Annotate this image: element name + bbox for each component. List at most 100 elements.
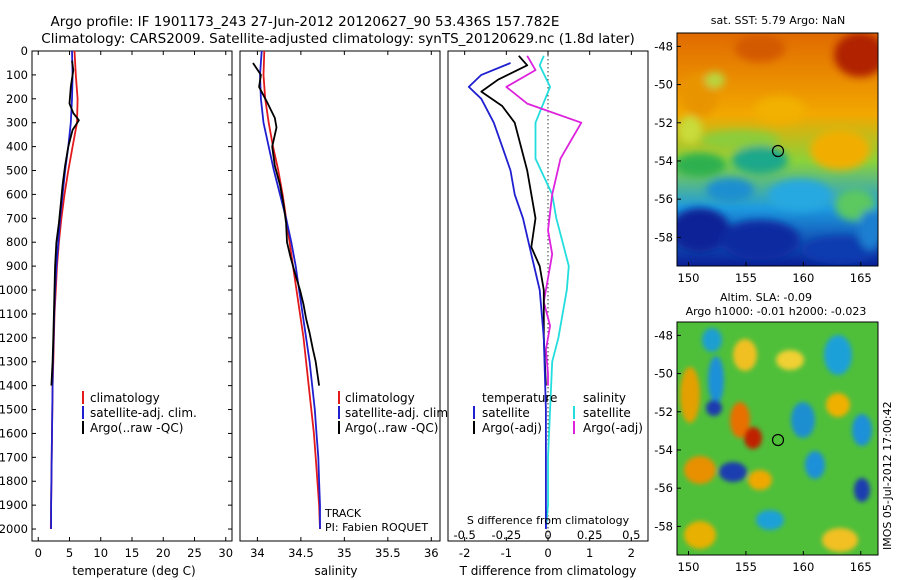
sst-lat-tick-label: -48 <box>654 39 673 53</box>
depth-tick-label: 400 <box>6 140 28 154</box>
sla-lat-tick-label: -52 <box>654 405 673 419</box>
difference-legend-salinity-satellite: satellite <box>583 406 631 420</box>
depth-tick-label: 1500 <box>0 403 28 417</box>
temperature-x-tick-label: 10 <box>93 546 108 560</box>
pi-annotation: PI: Fabien ROQUET <box>325 521 428 534</box>
depth-tick-label: 100 <box>6 68 28 82</box>
salinity-series-0 <box>262 50 321 530</box>
t-difference-x-tick-label: 0 <box>544 546 551 560</box>
sla-lat-tick-label: -50 <box>654 367 673 381</box>
sla-lon-tick-label: 160 <box>792 560 814 574</box>
difference-profiles <box>467 55 583 530</box>
salinity-legend-satellite: satellite-adj. clim. <box>345 406 452 420</box>
sst-map-frame <box>676 32 879 267</box>
s-difference-tick-label: 0.25 <box>577 528 603 542</box>
sst-lat-tick-label: -52 <box>654 116 673 130</box>
depth-tick-label: 200 <box>6 92 28 106</box>
difference-legend-temperature-argo: Argo(-adj) <box>482 421 542 435</box>
sst-lat-tick-label: -50 <box>654 78 673 92</box>
sla-map-axes: 150 155 160 165 -48 -50 -52 -54 -56 -58 <box>654 328 872 574</box>
sla-lat-tick-label: -56 <box>654 481 673 495</box>
s-difference-axis: -0.5 -0.25 0 0.25 0.5 <box>453 528 640 542</box>
depth-tick-label: 600 <box>6 187 28 201</box>
depth-tick-label: 1800 <box>0 474 28 488</box>
sst-lon-tick-label: 155 <box>735 271 757 285</box>
difference-series-3 <box>467 62 547 529</box>
depth-tick-label: 1200 <box>0 331 28 345</box>
salinity-panel: 34 34.5 35 35.5 36 salinity climatology sate… <box>239 50 452 578</box>
temperature-series-2 <box>50 60 80 386</box>
temperature-plot-frame <box>31 50 233 542</box>
difference-legend: temperature satellite Argo(-adj) salinit… <box>473 391 643 435</box>
t-difference-x-axis-label: T difference from climatology <box>459 564 637 578</box>
salinity-x-tick-label: 35.5 <box>375 546 401 560</box>
sst-lat-tick-label: -58 <box>654 230 673 244</box>
imos-timestamp: IMOS 05-Jul-2012 17:00:42 <box>881 401 894 550</box>
salinity-x-tick-label: 36 <box>424 546 439 560</box>
figure-title-line1: Argo profile: IF 1901173_243 27-Jun-2012… <box>51 14 560 30</box>
difference-panel: -2 -1 0 1 2 -0.5 -0.25 0 0.25 0.5 S difference f… <box>447 50 649 578</box>
salinity-profiles <box>252 50 321 530</box>
sst-lat-tick-label: -54 <box>654 154 673 168</box>
salinity-x-axis: 34 34.5 35 35.5 36 <box>250 51 439 560</box>
sst-map-axes: 150 155 160 165 -48 -50 -52 -54 -56 -58 <box>654 39 872 285</box>
sla-lon-tick-label: 150 <box>678 560 700 574</box>
t-difference-x-tick-label: -2 <box>459 546 470 560</box>
sst-heatmap <box>677 33 878 266</box>
temperature-legend-satellite: satellite-adj. clim. <box>90 406 197 420</box>
s-difference-tick-label: -0.25 <box>491 528 521 542</box>
sst-lon-tick-label: 150 <box>678 271 700 285</box>
temperature-x-tick-label: 5 <box>66 546 73 560</box>
s-difference-tick-label: 0.5 <box>622 528 640 542</box>
temperature-legend: climatology satellite-adj. clim. Argo(..… <box>82 391 197 435</box>
difference-legend-salinity-heading: salinity <box>583 391 626 405</box>
depth-tick-label: 1900 <box>0 498 28 512</box>
depth-tick-label: 1100 <box>0 307 28 321</box>
sst-argo-position-marker <box>771 144 785 158</box>
salinity-x-tick-label: 35 <box>337 546 352 560</box>
depth-tick-label: 2000 <box>0 522 28 536</box>
sla-lon-tick-label: 155 <box>735 560 757 574</box>
temperature-legend-climatology: climatology <box>90 391 160 405</box>
depth-tick-label: 500 <box>6 164 28 178</box>
temperature-x-tick-label: 20 <box>156 546 171 560</box>
sst-lat-tick-label: -56 <box>654 192 673 206</box>
sla-map-frame <box>676 321 879 556</box>
depth-tick-label: 700 <box>6 211 28 225</box>
t-difference-x-axis: -2 -1 0 1 2 <box>459 51 635 560</box>
depth-tick-label: 0 <box>21 44 28 58</box>
sla-map-title: Altim. SLA: -0.09 <box>720 291 812 304</box>
salinity-x-tick-label: 34.5 <box>288 546 314 560</box>
s-difference-tick-label: 0 <box>544 528 551 542</box>
sla-argo-position-marker <box>771 433 785 447</box>
sla-lat-tick-label: -58 <box>654 519 673 533</box>
s-difference-label: S difference from climatology <box>467 514 630 527</box>
temperature-x-axis-label: temperature (deg C) <box>72 564 195 578</box>
difference-series-0 <box>534 55 570 530</box>
t-difference-x-tick-label: -1 <box>501 546 512 560</box>
depth-tick-label: 1600 <box>0 426 28 440</box>
sla-heatmap <box>677 322 878 555</box>
sst-lon-tick-label: 160 <box>792 271 814 285</box>
salinity-x-axis-label: salinity <box>314 564 357 578</box>
t-difference-x-tick-label: 1 <box>586 546 593 560</box>
depth-tick-label: 800 <box>6 235 28 249</box>
figure-title-line2: Climatology: CARS2009. Satellite-adjuste… <box>41 31 634 47</box>
depth-tick-label: 1400 <box>0 379 28 393</box>
salinity-plot-frame <box>239 50 441 542</box>
sst-map-panel: sat. SST: 5.79 Argo: NaN <box>654 14 879 285</box>
depth-axis: 0 100 200 300 400 500 600 700 800 900 1000 1100 1200… <box>0 44 452 536</box>
sla-lat-tick-label: -54 <box>654 443 673 457</box>
depth-tick-label: 300 <box>6 116 28 130</box>
track-annotation: TRACK <box>324 507 362 520</box>
temperature-profiles <box>49 50 80 530</box>
salinity-series-2 <box>252 62 320 386</box>
difference-legend-salinity-argo: Argo(-adj) <box>583 421 643 435</box>
sla-map-panel: Altim. SLA: -0.09 Argo h1000: -0.01 h200… <box>654 291 879 574</box>
depth-tick-label: 900 <box>6 259 28 273</box>
salinity-legend-climatology: climatology <box>345 391 415 405</box>
temperature-x-axis: 0 5 10 15 20 25 30 <box>35 51 233 560</box>
temperature-legend-argo: Argo(..raw -QC) <box>90 421 183 435</box>
temperature-x-tick-label: 15 <box>125 546 140 560</box>
